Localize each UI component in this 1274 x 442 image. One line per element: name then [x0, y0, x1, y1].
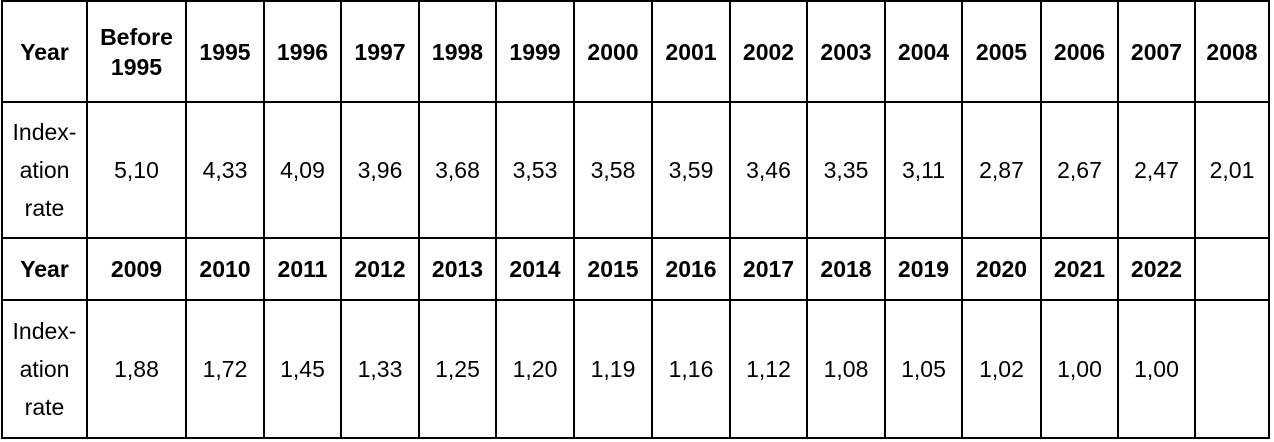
year-cell: 2017 [729, 237, 808, 301]
row-label: Year [1, 0, 88, 103]
row-label: Index-ation rate [1, 299, 88, 439]
year-cell: Before 1995 [86, 0, 187, 103]
row-label: Index-ation rate [1, 101, 88, 239]
year-cell: 2001 [651, 0, 731, 103]
year-cell: 2015 [573, 237, 653, 301]
year-cell: 2012 [340, 237, 420, 301]
rate-cell: 1,16 [651, 299, 731, 439]
empty-cell [1194, 299, 1270, 439]
year-cell: 1996 [263, 0, 342, 103]
rate-cell: 1,33 [340, 299, 420, 439]
year-cell: 2006 [1040, 0, 1119, 103]
rate-cell: 3,46 [729, 101, 808, 239]
year-row: Year Before 1995 1995 1996 1997 1998 1999 2000 2… [1, 0, 1270, 103]
year-cell: 2020 [961, 237, 1042, 301]
rate-cell: 2,47 [1117, 101, 1196, 239]
rate-cell: 2,01 [1194, 101, 1270, 239]
rate-cell: 1,02 [961, 299, 1042, 439]
year-cell: 1997 [340, 0, 420, 103]
year-cell: 2016 [651, 237, 731, 301]
empty-cell [1194, 237, 1270, 301]
rate-cell: 3,68 [418, 101, 497, 239]
rate-cell: 1,25 [418, 299, 497, 439]
rate-cell: 3,35 [806, 101, 886, 239]
rate-cell: 1,12 [729, 299, 808, 439]
year-cell: 2000 [573, 0, 653, 103]
year-row: Year 2009 2010 2011 2012 2013 2014 2015 2016 2017… [1, 237, 1270, 301]
rate-cell: 1,08 [806, 299, 886, 439]
rate-cell: 4,33 [185, 101, 265, 239]
rate-cell: 1,88 [86, 299, 187, 439]
year-cell: 2010 [185, 237, 265, 301]
year-cell: 2019 [884, 237, 963, 301]
rate-cell: 5,10 [86, 101, 187, 239]
year-cell: 1995 [185, 0, 265, 103]
row-label: Year [1, 237, 88, 301]
year-cell: 2007 [1117, 0, 1196, 103]
rate-cell: 1,20 [495, 299, 575, 439]
year-cell: 2021 [1040, 237, 1119, 301]
rate-row: Index-ation rate 1,88 1,72 1,45 1,33 1,25 1,20… [1, 299, 1270, 439]
year-cell: 2009 [86, 237, 187, 301]
year-cell: 2018 [806, 237, 886, 301]
rate-cell: 3,96 [340, 101, 420, 239]
rate-cell: 3,58 [573, 101, 653, 239]
rate-cell: 1,19 [573, 299, 653, 439]
rate-cell: 1,72 [185, 299, 265, 439]
year-cell: 1999 [495, 0, 575, 103]
rate-cell: 1,45 [263, 299, 342, 439]
year-cell: 2008 [1194, 0, 1270, 103]
year-cell: 2022 [1117, 237, 1196, 301]
rate-cell: 4,09 [263, 101, 342, 239]
rate-row: Index-ation rate 5,10 4,33 4,09 3,96 3,68 3,53… [1, 101, 1270, 239]
year-cell: 2011 [263, 237, 342, 301]
year-cell: 2003 [806, 0, 886, 103]
year-cell: 2014 [495, 237, 575, 301]
year-cell: 2005 [961, 0, 1042, 103]
rate-cell: 1,05 [884, 299, 963, 439]
year-cell: 2002 [729, 0, 808, 103]
rate-cell: 3,59 [651, 101, 731, 239]
rate-cell: 2,87 [961, 101, 1042, 239]
year-cell: 2013 [418, 237, 497, 301]
rate-cell: 1,00 [1117, 299, 1196, 439]
year-cell: 1998 [418, 0, 497, 103]
rate-cell: 1,00 [1040, 299, 1119, 439]
year-cell: 2004 [884, 0, 963, 103]
rate-cell: 3,11 [884, 101, 963, 239]
rate-cell: 2,67 [1040, 101, 1119, 239]
rate-cell: 3,53 [495, 101, 575, 239]
